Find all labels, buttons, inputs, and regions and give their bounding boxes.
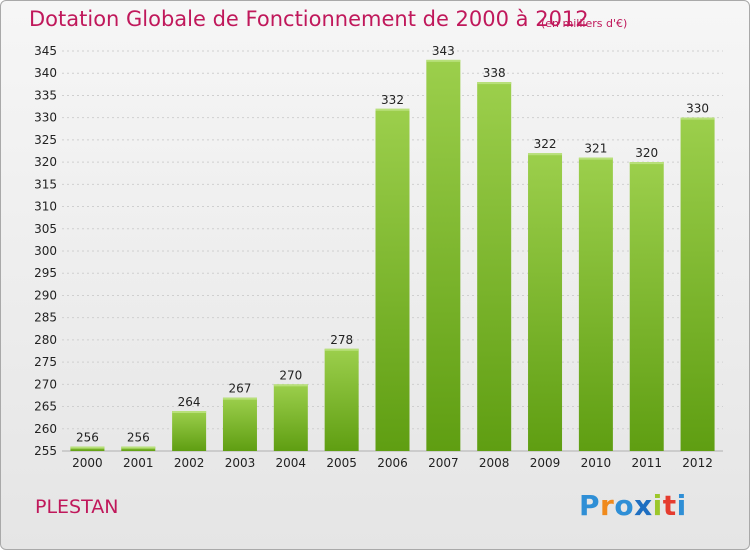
logo-letter: x [634, 489, 653, 522]
bar-2010 [578, 157, 613, 451]
bar-2006 [375, 108, 410, 452]
data-label: 256 [76, 431, 99, 445]
x-tick-label: 2000 [72, 456, 103, 470]
y-tick-label: 270 [34, 377, 57, 391]
logo-letter: P [579, 489, 601, 522]
y-tick-label: 325 [34, 133, 57, 147]
y-tick-label: 320 [34, 155, 57, 169]
y-tick-label: 285 [34, 311, 57, 325]
data-label: 338 [483, 66, 506, 80]
data-label: 256 [127, 431, 150, 445]
bar-highlight [172, 411, 207, 413]
x-tick-label: 2007 [428, 456, 459, 470]
y-tick-label: 255 [34, 444, 57, 458]
x-tick-label: 2001 [123, 456, 154, 470]
proxiti-logo: Proxiti [579, 489, 687, 522]
x-tick-label: 2002 [174, 456, 205, 470]
logo-letter: r [600, 489, 615, 522]
bar-2000 [70, 446, 105, 451]
bar-2007 [426, 59, 461, 452]
data-label: 343 [432, 44, 455, 58]
logo-letter: i [652, 489, 663, 522]
y-tick-label: 290 [34, 288, 57, 302]
x-tick-label: 2004 [276, 456, 307, 470]
x-tick-label: 2011 [631, 456, 662, 470]
bar-highlight [578, 157, 613, 160]
logo-letter: t [662, 489, 677, 522]
data-label: 270 [279, 368, 302, 382]
commune-name: PLESTAN [35, 496, 119, 518]
bar-2001 [121, 446, 156, 451]
bar-highlight [324, 348, 359, 351]
y-tick-label: 340 [34, 66, 57, 80]
data-label: 321 [584, 142, 607, 156]
bar-chart: 255 260 265 270 275 280 285 290 295 300 305 310 315 3… [34, 44, 723, 470]
data-label: 267 [229, 382, 252, 396]
y-tick-label: 265 [34, 400, 57, 414]
x-tick-label: 2005 [326, 456, 357, 470]
y-tick-label: 345 [34, 44, 57, 58]
data-label: 332 [381, 93, 404, 107]
bar-2008 [477, 82, 512, 451]
bar-highlight [680, 117, 715, 120]
y-tick-label: 330 [34, 111, 57, 125]
y-tick-label: 280 [34, 333, 57, 347]
x-tick-label: 2008 [479, 456, 510, 470]
chart-title: Dotation Globale de Fonctionnement de 20… [29, 7, 589, 31]
y-tick-label: 315 [34, 177, 57, 191]
bar-highlight [477, 82, 512, 85]
bar-highlight [426, 59, 461, 62]
y-tick-label: 300 [34, 244, 57, 258]
x-tick-label: 2009 [530, 456, 561, 470]
bar-2009 [528, 153, 563, 451]
x-axis: 2000 2001 2002 2003 2004 2005 2006 2007 2008 2009… [72, 456, 713, 470]
bar-highlight [121, 446, 156, 449]
bar-highlight [273, 384, 308, 387]
logo-letter: i [676, 489, 687, 522]
logo-letter: o [614, 489, 635, 522]
data-label: 264 [178, 395, 201, 409]
bar-2003 [222, 397, 257, 451]
x-tick-label: 2010 [581, 456, 612, 470]
bar-highlight [222, 397, 257, 400]
y-tick-label: 310 [34, 200, 57, 214]
data-label: 278 [330, 333, 353, 347]
y-tick-label: 260 [34, 422, 57, 436]
bar-2011 [629, 162, 664, 451]
data-label: 330 [686, 102, 709, 116]
bar-2004 [273, 384, 308, 451]
y-tick-label: 305 [34, 222, 57, 236]
bar-highlight [375, 108, 410, 111]
y-tick-label: 335 [34, 88, 57, 102]
y-tick-label: 295 [34, 266, 57, 280]
y-tick-label: 275 [34, 355, 57, 369]
chart-unit: (en milliers d'€) [541, 17, 628, 30]
bar-highlight [629, 162, 664, 165]
x-tick-label: 2003 [225, 456, 256, 470]
data-label: 322 [534, 137, 557, 151]
data-label: 320 [635, 146, 658, 160]
bar-highlight [528, 153, 563, 156]
x-tick-label: 2012 [682, 456, 713, 470]
bar-2012 [680, 117, 715, 452]
x-tick-label: 2006 [377, 456, 408, 470]
bar-2005 [324, 348, 359, 451]
bar-2002 [172, 411, 207, 451]
bar-highlight [70, 446, 105, 449]
bars: 256 256 264 267 270 278 332 343 338 322 321 320 330 [70, 44, 715, 452]
